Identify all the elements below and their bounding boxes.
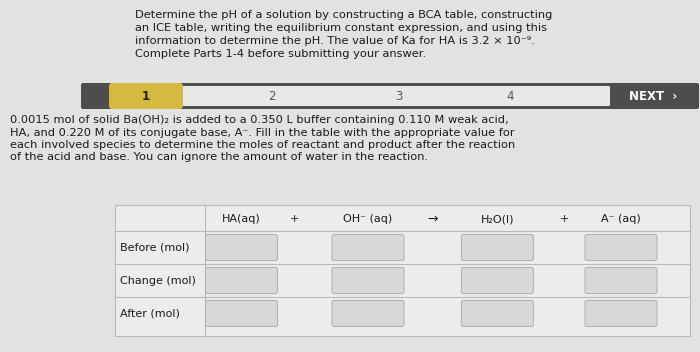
FancyBboxPatch shape — [109, 83, 183, 109]
Text: 2: 2 — [268, 89, 276, 102]
Text: +: + — [559, 214, 569, 224]
FancyBboxPatch shape — [206, 234, 277, 260]
FancyBboxPatch shape — [585, 301, 657, 327]
Text: Before (mol): Before (mol) — [120, 243, 190, 252]
Text: NEXT  ›: NEXT › — [629, 89, 677, 102]
FancyBboxPatch shape — [81, 83, 699, 109]
FancyBboxPatch shape — [585, 268, 657, 294]
Text: After (mol): After (mol) — [120, 308, 180, 319]
Text: Change (mol): Change (mol) — [120, 276, 196, 285]
FancyBboxPatch shape — [332, 301, 404, 327]
Text: an ICE table, writing the equilibrium constant expression, and using this: an ICE table, writing the equilibrium co… — [135, 23, 547, 33]
FancyBboxPatch shape — [461, 301, 533, 327]
FancyBboxPatch shape — [177, 86, 610, 106]
Text: information to determine the pH. The value of Ka for HA is 3.2 × 10⁻⁹.: information to determine the pH. The val… — [135, 36, 535, 46]
Text: →: → — [428, 213, 438, 226]
FancyBboxPatch shape — [332, 234, 404, 260]
Text: 3: 3 — [395, 89, 402, 102]
Text: 0.0015 mol of solid Ba(OH)₂ is added to a 0.350 L buffer containing 0.110 M weak: 0.0015 mol of solid Ba(OH)₂ is added to … — [10, 115, 509, 125]
Text: of the acid and base. You can ignore the amount of water in the reaction.: of the acid and base. You can ignore the… — [10, 152, 428, 163]
Text: 4: 4 — [506, 89, 514, 102]
FancyBboxPatch shape — [206, 268, 277, 294]
FancyBboxPatch shape — [206, 301, 277, 327]
Text: HA(aq): HA(aq) — [222, 214, 261, 224]
Text: HA, and 0.220 M of its conjugate base, A⁻. Fill in the table with the appropriat: HA, and 0.220 M of its conjugate base, A… — [10, 127, 514, 138]
Text: Determine the pH of a solution by constructing a BCA table, constructing: Determine the pH of a solution by constr… — [135, 10, 552, 20]
FancyBboxPatch shape — [115, 205, 690, 336]
Text: each involved species to determine the moles of reactant and product after the r: each involved species to determine the m… — [10, 140, 515, 150]
Text: OH⁻ (aq): OH⁻ (aq) — [344, 214, 393, 224]
FancyBboxPatch shape — [461, 268, 533, 294]
Text: A⁻ (aq): A⁻ (aq) — [601, 214, 641, 224]
FancyBboxPatch shape — [585, 234, 657, 260]
FancyBboxPatch shape — [332, 268, 404, 294]
Text: Complete Parts 1-4 before submitting your answer.: Complete Parts 1-4 before submitting you… — [135, 49, 426, 59]
Text: 1: 1 — [142, 89, 150, 102]
FancyBboxPatch shape — [461, 234, 533, 260]
Text: H₂O(l): H₂O(l) — [481, 214, 514, 224]
Text: +: + — [290, 214, 300, 224]
